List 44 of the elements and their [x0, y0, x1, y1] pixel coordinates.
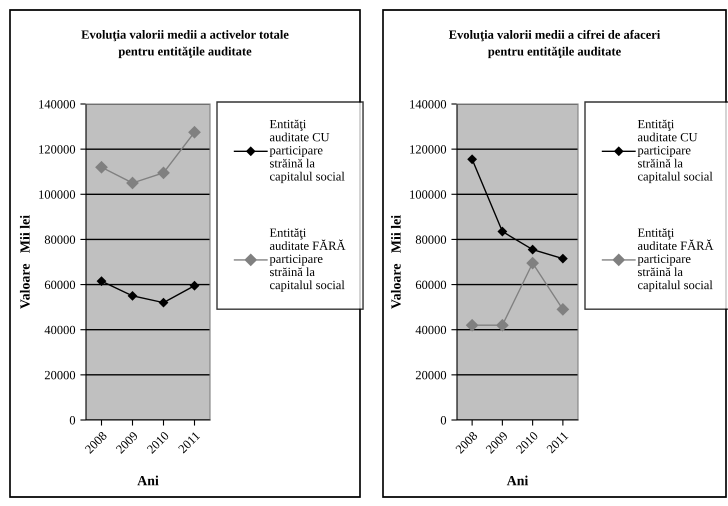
legend-label: Entităţi auditate FĂRĂ participare străină la capitalul social — [270, 228, 346, 292]
y-tick-label: 100000 — [39, 190, 76, 199]
chart-title: Evoluţia valorii medii a activelor totale pentru entităţile auditate — [81, 30, 289, 58]
point — [528, 244, 538, 254]
y-tick-label: 120000 — [410, 145, 446, 154]
x-axis-title: Ani — [506, 476, 528, 486]
y-tick-label: 80000 — [416, 235, 446, 244]
y-tick-label: 140000 — [410, 100, 446, 108]
point — [95, 161, 108, 174]
x-tick-label: 2011 — [546, 431, 569, 454]
chart-title: Evoluţia valorii medii a cifrei de afaceri pentru entităţile auditate — [448, 30, 660, 58]
point — [558, 254, 568, 264]
point — [466, 319, 478, 332]
point — [468, 154, 477, 164]
y-tick-label: 140000 — [39, 100, 76, 108]
point — [96, 276, 106, 286]
point — [190, 281, 200, 290]
point — [526, 257, 539, 270]
point — [128, 291, 138, 300]
y-tick-label: 40000 — [416, 326, 446, 334]
legend-label: Entităţi auditate CU participare străină la capitalul social — [270, 120, 345, 184]
y-axis-title: Valoare Mii lei — [20, 215, 30, 309]
y-tick-label: 20000 — [44, 370, 76, 380]
point — [157, 166, 170, 179]
y-tick-label: 120000 — [39, 145, 76, 154]
y-axis-title: Valoare Mii lei — [390, 215, 401, 309]
x-tick-label: 2011 — [178, 431, 200, 454]
legend-label: Entităţi auditate CU participare străină la capitalul social — [638, 120, 713, 184]
y-tick-label: 60000 — [44, 280, 76, 290]
y-tick-label: 40000 — [44, 326, 76, 334]
x-axis-title: Ani — [137, 476, 159, 486]
point — [496, 319, 508, 332]
y-tick-label: 100000 — [410, 190, 446, 199]
point — [188, 126, 201, 138]
y-tick-label: 0 — [440, 416, 446, 424]
y-tick-label: 0 — [70, 416, 76, 424]
y-tick-label: 20000 — [416, 370, 446, 380]
point — [498, 226, 507, 236]
point — [556, 303, 569, 316]
legend-label: Entităţi auditate FĂRĂ participare străină la capitalul social — [638, 228, 714, 292]
point — [126, 176, 139, 190]
point — [158, 298, 168, 308]
y-tick-label: 80000 — [44, 235, 76, 244]
y-tick-label: 60000 — [416, 280, 446, 290]
